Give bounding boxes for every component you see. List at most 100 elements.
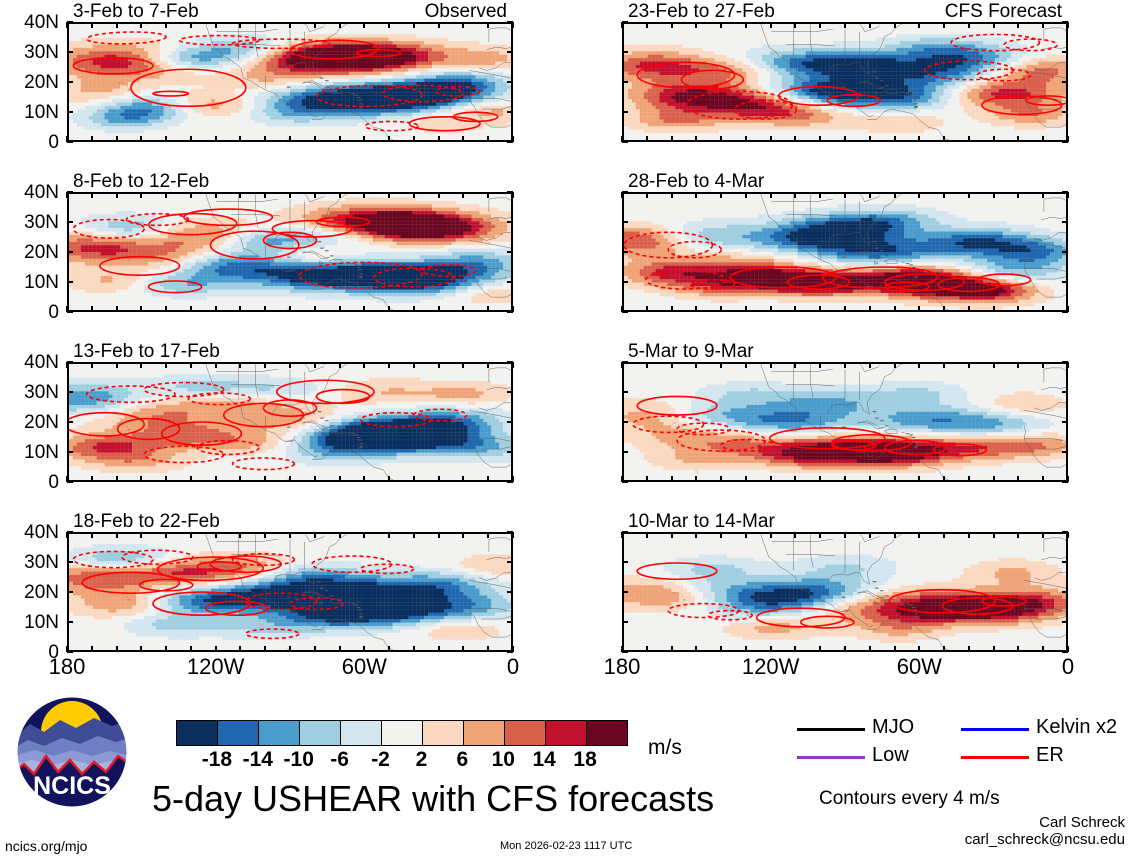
map-panel-8[interactable] xyxy=(622,532,1068,652)
axis-tick xyxy=(388,362,391,368)
axis-tick xyxy=(1042,136,1045,142)
axis-tick xyxy=(67,561,73,563)
colorbar-tick-label: -6 xyxy=(315,748,365,772)
map-panel-2[interactable] xyxy=(67,192,513,312)
map-panel-6[interactable] xyxy=(622,192,1068,312)
axis-tick xyxy=(720,192,723,198)
axis-tick xyxy=(115,532,118,538)
colorbar-tick-label: 2 xyxy=(396,748,446,772)
axis-tick xyxy=(67,81,73,83)
axis-tick xyxy=(67,451,73,453)
axis-tick xyxy=(512,362,514,368)
axis-tick xyxy=(1062,191,1068,193)
axis-tick xyxy=(67,191,73,193)
axis-tick xyxy=(66,362,68,368)
map-panel-4[interactable] xyxy=(67,532,513,652)
axis-tick xyxy=(115,646,118,652)
axis-tick xyxy=(67,221,73,223)
axis-tick xyxy=(67,651,73,653)
colorbar-tick-label: 10 xyxy=(478,748,528,772)
map-panel-7[interactable] xyxy=(622,362,1068,482)
axis-tick xyxy=(289,22,291,28)
axis-tick xyxy=(289,136,291,142)
axis-tick xyxy=(720,362,723,368)
axis-tick xyxy=(67,391,73,393)
axis-tick xyxy=(388,22,391,28)
axis-tick xyxy=(645,646,648,652)
axis-tick xyxy=(844,532,846,538)
axis-tick xyxy=(1067,306,1069,312)
axis-tick xyxy=(338,136,341,142)
axis-tick xyxy=(313,362,316,368)
panel-title-4: 18-Feb to 22-Feb xyxy=(73,512,220,531)
axis-tick xyxy=(239,476,242,482)
axis-tick xyxy=(992,306,995,312)
axis-tick xyxy=(264,192,267,198)
axis-tick xyxy=(487,306,490,312)
axis-tick xyxy=(943,192,946,198)
axis-tick xyxy=(189,136,192,142)
axis-tick xyxy=(512,136,514,142)
axis-tick xyxy=(264,646,267,652)
site-url[interactable]: ncics.org/mjo xyxy=(5,838,87,854)
axis-tick xyxy=(189,646,192,652)
axis-tick xyxy=(670,192,673,198)
axis-tick xyxy=(388,476,391,482)
axis-tick xyxy=(844,22,846,28)
y-tick-label: 40N xyxy=(0,13,59,32)
axis-tick xyxy=(90,362,93,368)
axis-tick xyxy=(165,476,168,482)
colorbar-segment xyxy=(423,721,464,745)
axis-tick xyxy=(868,532,871,538)
axis-tick xyxy=(645,532,648,538)
axis-tick xyxy=(239,136,242,142)
axis-tick xyxy=(893,362,896,368)
axis-tick xyxy=(769,362,772,368)
axis-tick xyxy=(165,362,168,368)
axis-tick xyxy=(868,22,871,28)
colorbar-segment xyxy=(505,721,546,745)
axis-tick xyxy=(412,136,415,142)
axis-tick xyxy=(695,476,698,482)
axis-tick xyxy=(720,646,723,652)
axis-tick xyxy=(1017,476,1020,482)
axis-tick xyxy=(115,362,118,368)
axis-tick xyxy=(1042,476,1045,482)
axis-tick xyxy=(507,361,513,363)
axis-tick xyxy=(622,481,628,483)
axis-tick xyxy=(1067,532,1069,538)
axis-tick xyxy=(189,476,192,482)
axis-tick xyxy=(289,476,291,482)
axis-tick xyxy=(769,136,772,142)
axis-tick xyxy=(645,476,648,482)
colorbar-tick-label: -18 xyxy=(192,748,242,772)
axis-tick xyxy=(744,362,747,368)
axis-tick xyxy=(507,391,513,393)
colorbar-tick-label: -2 xyxy=(356,748,406,772)
author-email: carl_schreck@ncsu.edu xyxy=(885,831,1125,848)
axis-tick xyxy=(67,591,73,593)
map-panel-5[interactable] xyxy=(622,22,1068,142)
axis-tick xyxy=(67,21,73,23)
axis-tick xyxy=(507,141,513,143)
colorbar-tick-label: 14 xyxy=(519,748,569,772)
panel-title-1: 3-Feb to 7-Feb xyxy=(73,2,199,21)
map-panel-1[interactable] xyxy=(67,22,513,142)
axis-tick xyxy=(918,306,921,312)
panel-title-7: 5-Mar to 9-Mar xyxy=(628,342,754,361)
axis-tick xyxy=(695,136,698,142)
axis-tick xyxy=(66,532,68,538)
axis-tick xyxy=(437,532,440,538)
contours-note: Contours every 4 m/s xyxy=(819,788,1000,810)
axis-tick xyxy=(621,22,623,28)
axis-tick xyxy=(363,646,366,652)
axis-tick xyxy=(622,531,628,533)
map-panel-3[interactable] xyxy=(67,362,513,482)
axis-tick xyxy=(1067,136,1069,142)
axis-tick xyxy=(1062,481,1068,483)
main-title: 5-day USHEAR with CFS forecasts xyxy=(152,778,714,820)
axis-tick xyxy=(992,532,995,538)
axis-tick xyxy=(67,481,73,483)
axis-tick xyxy=(1067,192,1069,198)
axis-tick xyxy=(338,192,341,198)
